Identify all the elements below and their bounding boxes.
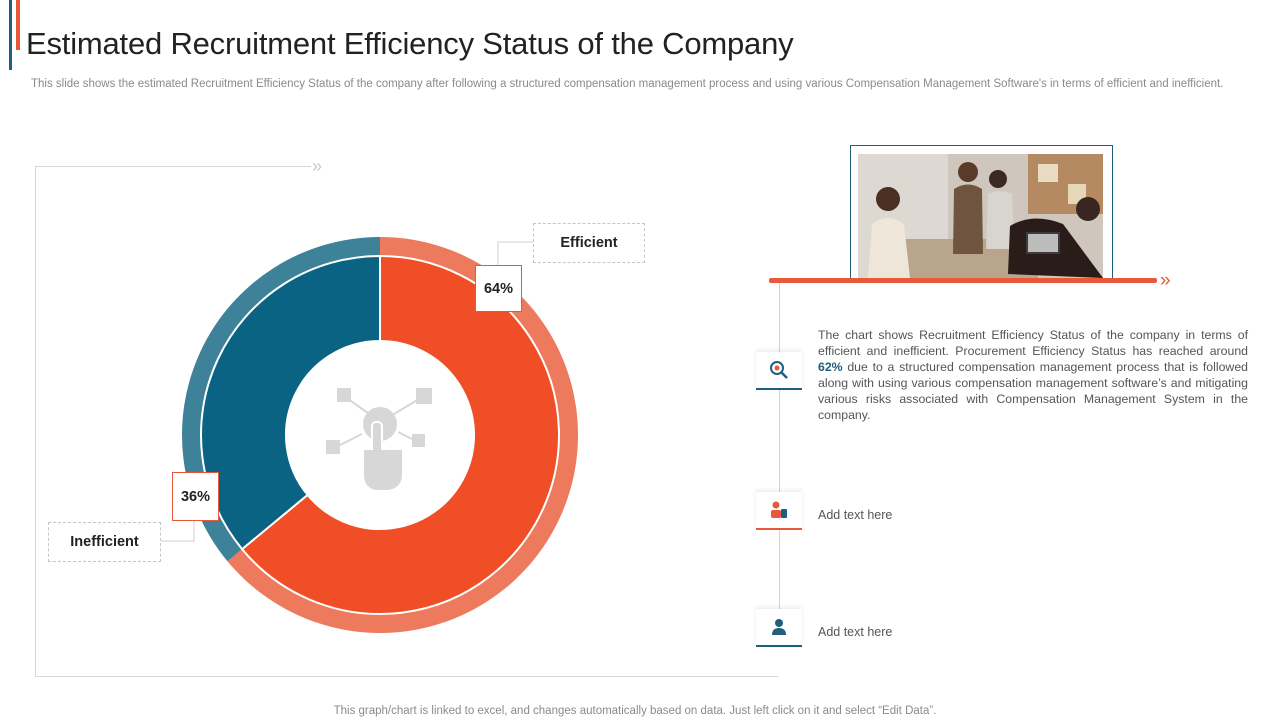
title-accent-bar-blue [9, 0, 12, 70]
title-accent-bar-orange [16, 0, 20, 50]
leader-line-efficient [497, 241, 533, 265]
double-chevron-right-icon: » [1160, 270, 1170, 291]
double-chevron-right-icon: » [312, 156, 322, 176]
timeline-icon-box-3 [756, 609, 802, 647]
accent-divider-line [769, 278, 1157, 283]
legend-label-efficient: Efficient [533, 223, 645, 263]
timeline-line [779, 283, 780, 613]
description-text-start: The chart shows Recruitment Efficiency S… [818, 328, 1248, 358]
description-highlight-value: 62% [818, 360, 843, 374]
legend-label-inefficient: Inefficient [48, 522, 161, 562]
business-meeting-photo [858, 154, 1103, 278]
slide-subtitle: This slide shows the estimated Recruitme… [31, 78, 1224, 90]
gear-hand-network-icon [326, 388, 432, 490]
data-label-efficient: 64% [475, 265, 522, 312]
leader-line-inefficient [160, 519, 195, 542]
chart-description: The chart shows Recruitment Efficiency S… [818, 327, 1248, 423]
add-text-placeholder-2[interactable]: Add text here [818, 625, 893, 639]
search-icon [770, 361, 788, 379]
timeline-icon-box-2 [756, 492, 802, 530]
chart-frame-top-line [35, 166, 311, 167]
chart-frame [35, 166, 778, 677]
add-text-placeholder-1[interactable]: Add text here [818, 508, 893, 522]
data-label-inefficient: 36% [172, 472, 219, 521]
timeline-icon-box-1 [756, 352, 802, 390]
description-text-end: due to a structured compensation managem… [818, 360, 1248, 422]
people-group-icon [771, 501, 787, 518]
user-icon [772, 619, 786, 635]
slide-title: Estimated Recruitment Efficiency Status … [26, 26, 794, 61]
slide-footer-note: This graph/chart is linked to excel, and… [333, 705, 937, 717]
